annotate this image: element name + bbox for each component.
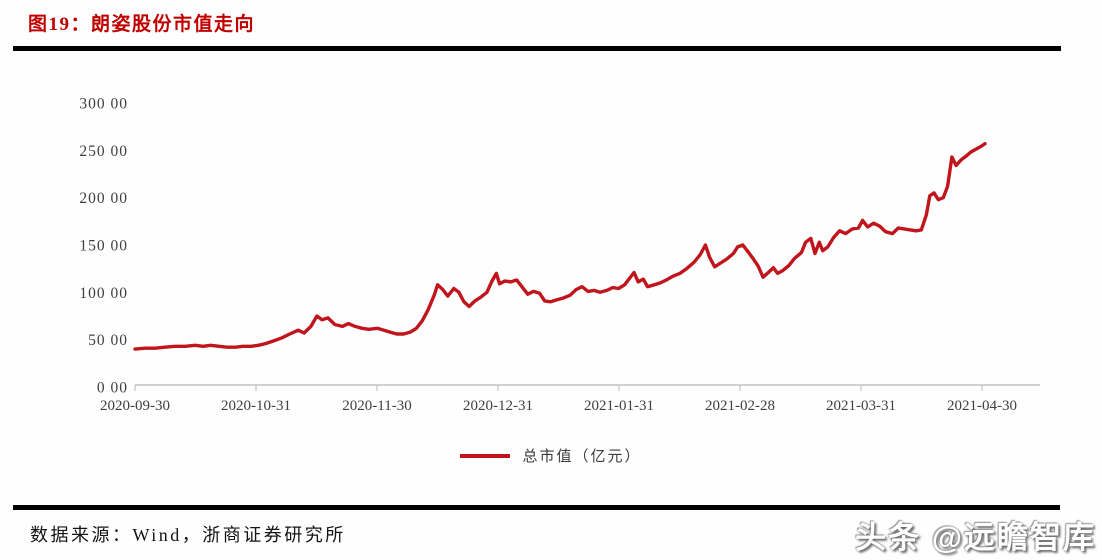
x-axis-label: 2020-10-31 — [221, 398, 291, 414]
x-axis-label: 2020-12-31 — [463, 398, 533, 414]
legend-label: 总市值（亿元） — [522, 449, 642, 465]
x-axis-label: 2020-09-30 — [100, 398, 170, 414]
x-axis-label: 2020-11-30 — [342, 398, 411, 414]
y-axis-label: 150 00 — [79, 238, 128, 255]
y-axis-label: 200 00 — [79, 190, 128, 207]
y-axis-label: 250 00 — [79, 143, 128, 160]
series-line-total-market-cap — [133, 141, 987, 351]
watermark-label: 头条 @远瞻智库 — [855, 520, 1096, 555]
x-axis-label: 2021-02-28 — [705, 398, 775, 414]
chart-legend: 总市值（亿元） — [0, 445, 1102, 466]
data-source-label: 数据来源：Wind，浙商证券研究所 — [30, 525, 346, 545]
y-axis-label: 300 00 — [79, 96, 128, 113]
legend-line-swatch — [460, 453, 511, 458]
x-axis-label: 2021-04-30 — [947, 398, 1017, 414]
y-axis-label: 50 00 — [88, 332, 128, 349]
y-axis-label: 100 00 — [79, 285, 128, 302]
x-axis-label: 2021-03-31 — [826, 398, 896, 414]
bottom-divider — [13, 505, 1060, 510]
top-divider — [13, 46, 1061, 51]
figure-title: 图19：朗姿股份市值走向 — [28, 14, 256, 35]
y-axis-label: 0 00 — [97, 380, 128, 397]
x-axis-label: 2021-01-31 — [584, 398, 654, 414]
